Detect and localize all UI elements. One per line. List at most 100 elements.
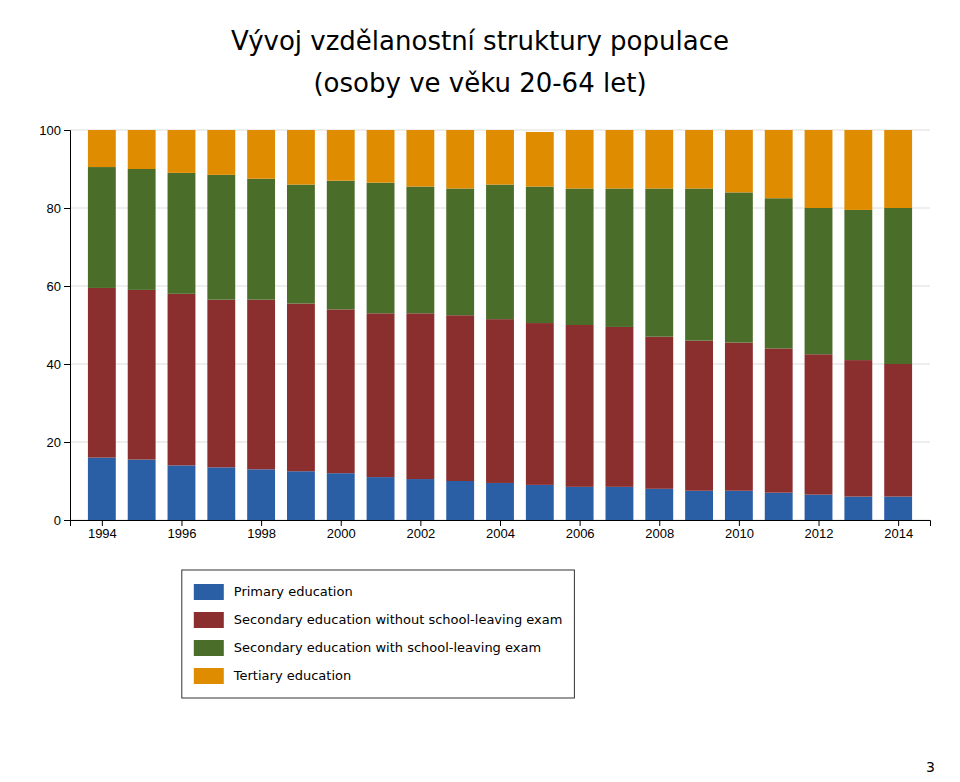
y-axis: 0 20 40 60 80 100	[39, 123, 70, 528]
bar	[446, 130, 474, 189]
bar	[805, 208, 833, 354]
bar	[765, 493, 793, 520]
bar	[367, 183, 395, 314]
tick: 2002	[406, 520, 435, 541]
tick: 1998	[247, 520, 276, 541]
bar	[765, 130, 793, 198]
bar	[566, 130, 594, 189]
bar	[207, 130, 235, 175]
tick-mark	[580, 520, 581, 526]
tick: 2010	[725, 520, 754, 541]
bar	[168, 130, 196, 173]
annotation: 3	[926, 759, 935, 775]
legend-label: Primary education	[234, 584, 353, 599]
bar	[685, 189, 713, 341]
bar	[247, 179, 275, 300]
bar	[526, 132, 554, 187]
tick-label: 80	[47, 201, 61, 216]
bar	[128, 130, 156, 169]
tick-mark	[64, 130, 70, 131]
bars	[88, 130, 912, 520]
legend-swatch	[194, 640, 224, 656]
legend-item: Secondary education without school-leavi…	[194, 612, 563, 628]
legend-label: Secondary education without school-leavi…	[234, 612, 563, 627]
plot: 1994199619982000200220042006200820102012…	[39, 123, 930, 542]
bar	[88, 167, 116, 288]
bar	[207, 300, 235, 468]
legend-box	[182, 570, 575, 698]
tick: 2008	[645, 520, 674, 541]
tick-mark	[420, 520, 421, 526]
tick: 60	[47, 279, 70, 294]
tick-mark	[261, 520, 262, 526]
bar	[685, 341, 713, 491]
tick-label: 2014	[884, 526, 913, 541]
tick-mark	[898, 520, 899, 526]
bar	[367, 313, 395, 477]
tick-label: 2012	[805, 526, 834, 541]
bar	[645, 130, 673, 189]
tick-label: 40	[47, 357, 61, 372]
bar	[88, 130, 116, 167]
bar	[725, 491, 753, 520]
bar	[844, 360, 872, 497]
bar	[645, 189, 673, 337]
bar	[606, 327, 634, 487]
bar	[207, 175, 235, 300]
tick-mark	[341, 520, 342, 526]
tick-label: 2006	[566, 526, 595, 541]
tick-mark	[64, 442, 70, 443]
bar	[486, 130, 514, 185]
legend: Primary education Secondary education wit…	[182, 570, 575, 698]
tick-mark	[102, 520, 103, 526]
bar	[446, 315, 474, 481]
bar	[406, 130, 434, 187]
tick: 2006	[566, 520, 595, 541]
legend-swatch	[194, 668, 224, 684]
bar	[685, 491, 713, 520]
tick-label: 20	[47, 435, 61, 450]
tick-mark	[64, 364, 70, 365]
bar	[406, 187, 434, 314]
tick: 80	[47, 201, 70, 216]
tick: 2000	[327, 520, 356, 541]
bar	[765, 348, 793, 492]
tick-mark	[500, 520, 501, 526]
tick-label: 2008	[645, 526, 674, 541]
legend-swatch	[194, 584, 224, 600]
bar	[805, 495, 833, 520]
tick-mark	[64, 286, 70, 287]
bar	[884, 497, 912, 520]
bar	[168, 294, 196, 466]
bar	[247, 130, 275, 179]
bar	[168, 465, 196, 520]
tick-label: 60	[47, 279, 61, 294]
tick: 2004	[486, 520, 515, 541]
tick-label: 2010	[725, 526, 754, 541]
bar	[606, 130, 634, 189]
bar	[287, 471, 315, 520]
tick: 1994	[88, 520, 117, 541]
bar	[327, 309, 355, 473]
title: Vývoj vzdělanostní struktury populace	[231, 26, 729, 56]
bar	[566, 325, 594, 487]
bar	[327, 473, 355, 520]
tick-mark	[739, 520, 740, 526]
tick-mark	[64, 208, 70, 209]
bar	[566, 189, 594, 326]
tick: 0	[54, 513, 70, 528]
tick-mark	[819, 520, 820, 526]
tick: 2014	[884, 520, 913, 541]
bar	[805, 130, 833, 208]
tick: 40	[47, 357, 70, 372]
legend-label: Tertiary education	[233, 668, 351, 683]
bar	[884, 364, 912, 497]
legend-swatch	[194, 612, 224, 628]
bar	[566, 487, 594, 520]
axis-line	[64, 131, 71, 521]
bar	[765, 198, 793, 348]
tick-label: 100	[39, 123, 61, 138]
bar	[526, 187, 554, 323]
bar	[367, 130, 395, 183]
bar	[645, 489, 673, 520]
